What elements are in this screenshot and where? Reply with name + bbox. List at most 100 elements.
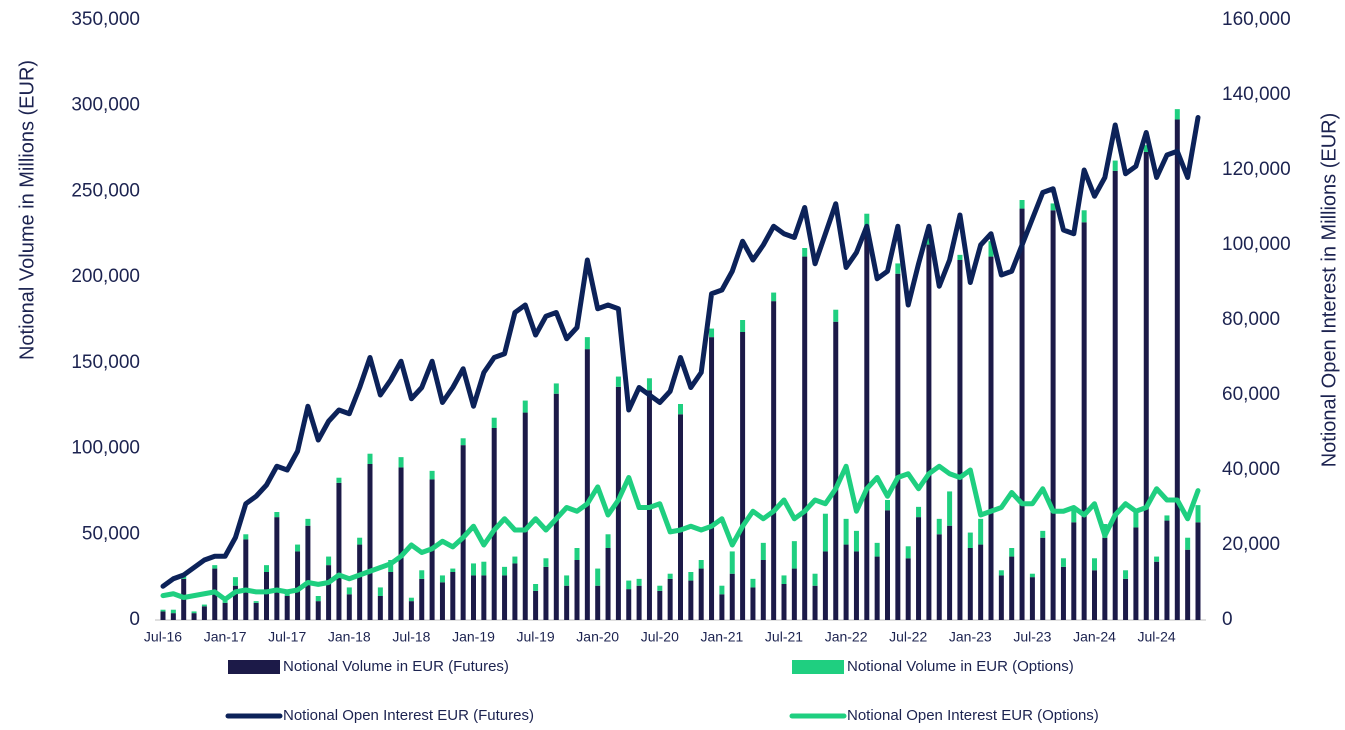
- bar: [584, 349, 590, 620]
- legend-swatch: [228, 660, 280, 674]
- bar: [408, 601, 414, 620]
- bar: [502, 575, 508, 620]
- y-tick-label: 300,000: [71, 95, 140, 116]
- bar: [346, 594, 352, 620]
- y-tick-label: 150,000: [71, 352, 140, 373]
- bar: [1050, 210, 1056, 621]
- bar: [222, 601, 228, 603]
- bar: [822, 513, 828, 552]
- x-tick-label: Jan-20: [576, 629, 619, 645]
- bar: [1112, 170, 1118, 620]
- bar: [636, 578, 642, 586]
- bar: [874, 542, 880, 557]
- y-tick-label: 0: [129, 609, 140, 630]
- bar: [1164, 520, 1170, 620]
- bar: [460, 445, 466, 620]
- bar: [667, 573, 673, 579]
- bar: [243, 539, 249, 620]
- bar: [895, 273, 901, 620]
- bar: [543, 566, 549, 620]
- y2-tick-label: 20,000: [1222, 534, 1280, 555]
- bar: [253, 602, 259, 620]
- bar: [481, 561, 487, 576]
- y-tick-label: 250,000: [71, 180, 140, 201]
- bar: [802, 256, 808, 620]
- y2-tick-label: 0: [1222, 609, 1233, 630]
- bar: [574, 548, 580, 560]
- bar: [916, 517, 922, 620]
- bar: [460, 438, 466, 446]
- bar: [853, 530, 859, 552]
- bar: [781, 584, 787, 620]
- bar: [905, 546, 911, 559]
- bar: [791, 568, 797, 620]
- x-tick-label: Jul-16: [144, 629, 182, 645]
- bar: [688, 580, 694, 620]
- bar: [646, 378, 652, 391]
- bar: [388, 572, 394, 620]
- bar: [450, 568, 456, 572]
- bar: [615, 376, 621, 387]
- bar: [812, 573, 818, 586]
- bar: [191, 611, 197, 614]
- bar: [802, 248, 808, 257]
- x-tick-label: Jul-20: [641, 629, 679, 645]
- legend-label: Notional Open Interest EUR (Futures): [283, 707, 534, 724]
- bar: [1040, 530, 1046, 538]
- bar: [605, 548, 611, 620]
- bar: [419, 570, 425, 579]
- bar: [305, 525, 311, 620]
- bar: [398, 467, 404, 620]
- bar: [729, 573, 735, 620]
- bar: [1060, 566, 1066, 620]
- y2-tick-label: 80,000: [1222, 309, 1280, 330]
- bar: [512, 556, 518, 564]
- bar: [709, 328, 715, 338]
- bar: [398, 457, 404, 468]
- x-tick-label: Jul-23: [1013, 629, 1051, 645]
- x-tick-label: Jan-21: [700, 629, 743, 645]
- bar: [295, 544, 301, 552]
- bar: [336, 477, 342, 483]
- bar: [978, 518, 984, 545]
- bar: [760, 542, 766, 560]
- y2-tick-label: 140,000: [1222, 84, 1291, 105]
- bar: [698, 560, 704, 569]
- x-tick-label: Jan-24: [1073, 629, 1116, 645]
- y-tick-label: 50,000: [82, 523, 140, 544]
- bar: [595, 568, 601, 586]
- bar: [626, 589, 632, 620]
- bar: [553, 393, 559, 620]
- bar: [988, 241, 994, 257]
- bar: [843, 518, 849, 545]
- x-tick-label: Jul-24: [1138, 629, 1176, 645]
- bar: [1071, 510, 1077, 523]
- bar: [916, 506, 922, 518]
- bar: [895, 263, 901, 274]
- bar: [522, 412, 528, 620]
- bar: [564, 575, 570, 586]
- x-tick-label: Jan-18: [328, 629, 371, 645]
- bar: [750, 578, 756, 588]
- bar: [491, 417, 497, 428]
- bar: [678, 404, 683, 415]
- bar: [315, 596, 321, 602]
- bar: [574, 560, 580, 620]
- bar: [450, 572, 456, 620]
- bar: [678, 414, 683, 620]
- bar: [853, 551, 859, 620]
- bar: [947, 491, 953, 526]
- bar: [760, 560, 766, 620]
- bar: [729, 551, 735, 574]
- bar: [584, 337, 590, 350]
- x-tick-label: Jan-23: [949, 629, 992, 645]
- bar: [471, 575, 476, 620]
- bar: [512, 563, 518, 620]
- bar: [274, 512, 280, 518]
- x-tick-label: Jul-17: [268, 629, 306, 645]
- bar: [1029, 573, 1035, 578]
- bar: [481, 575, 487, 620]
- bar: [740, 332, 746, 620]
- bar: [201, 606, 207, 620]
- bar: [346, 587, 352, 595]
